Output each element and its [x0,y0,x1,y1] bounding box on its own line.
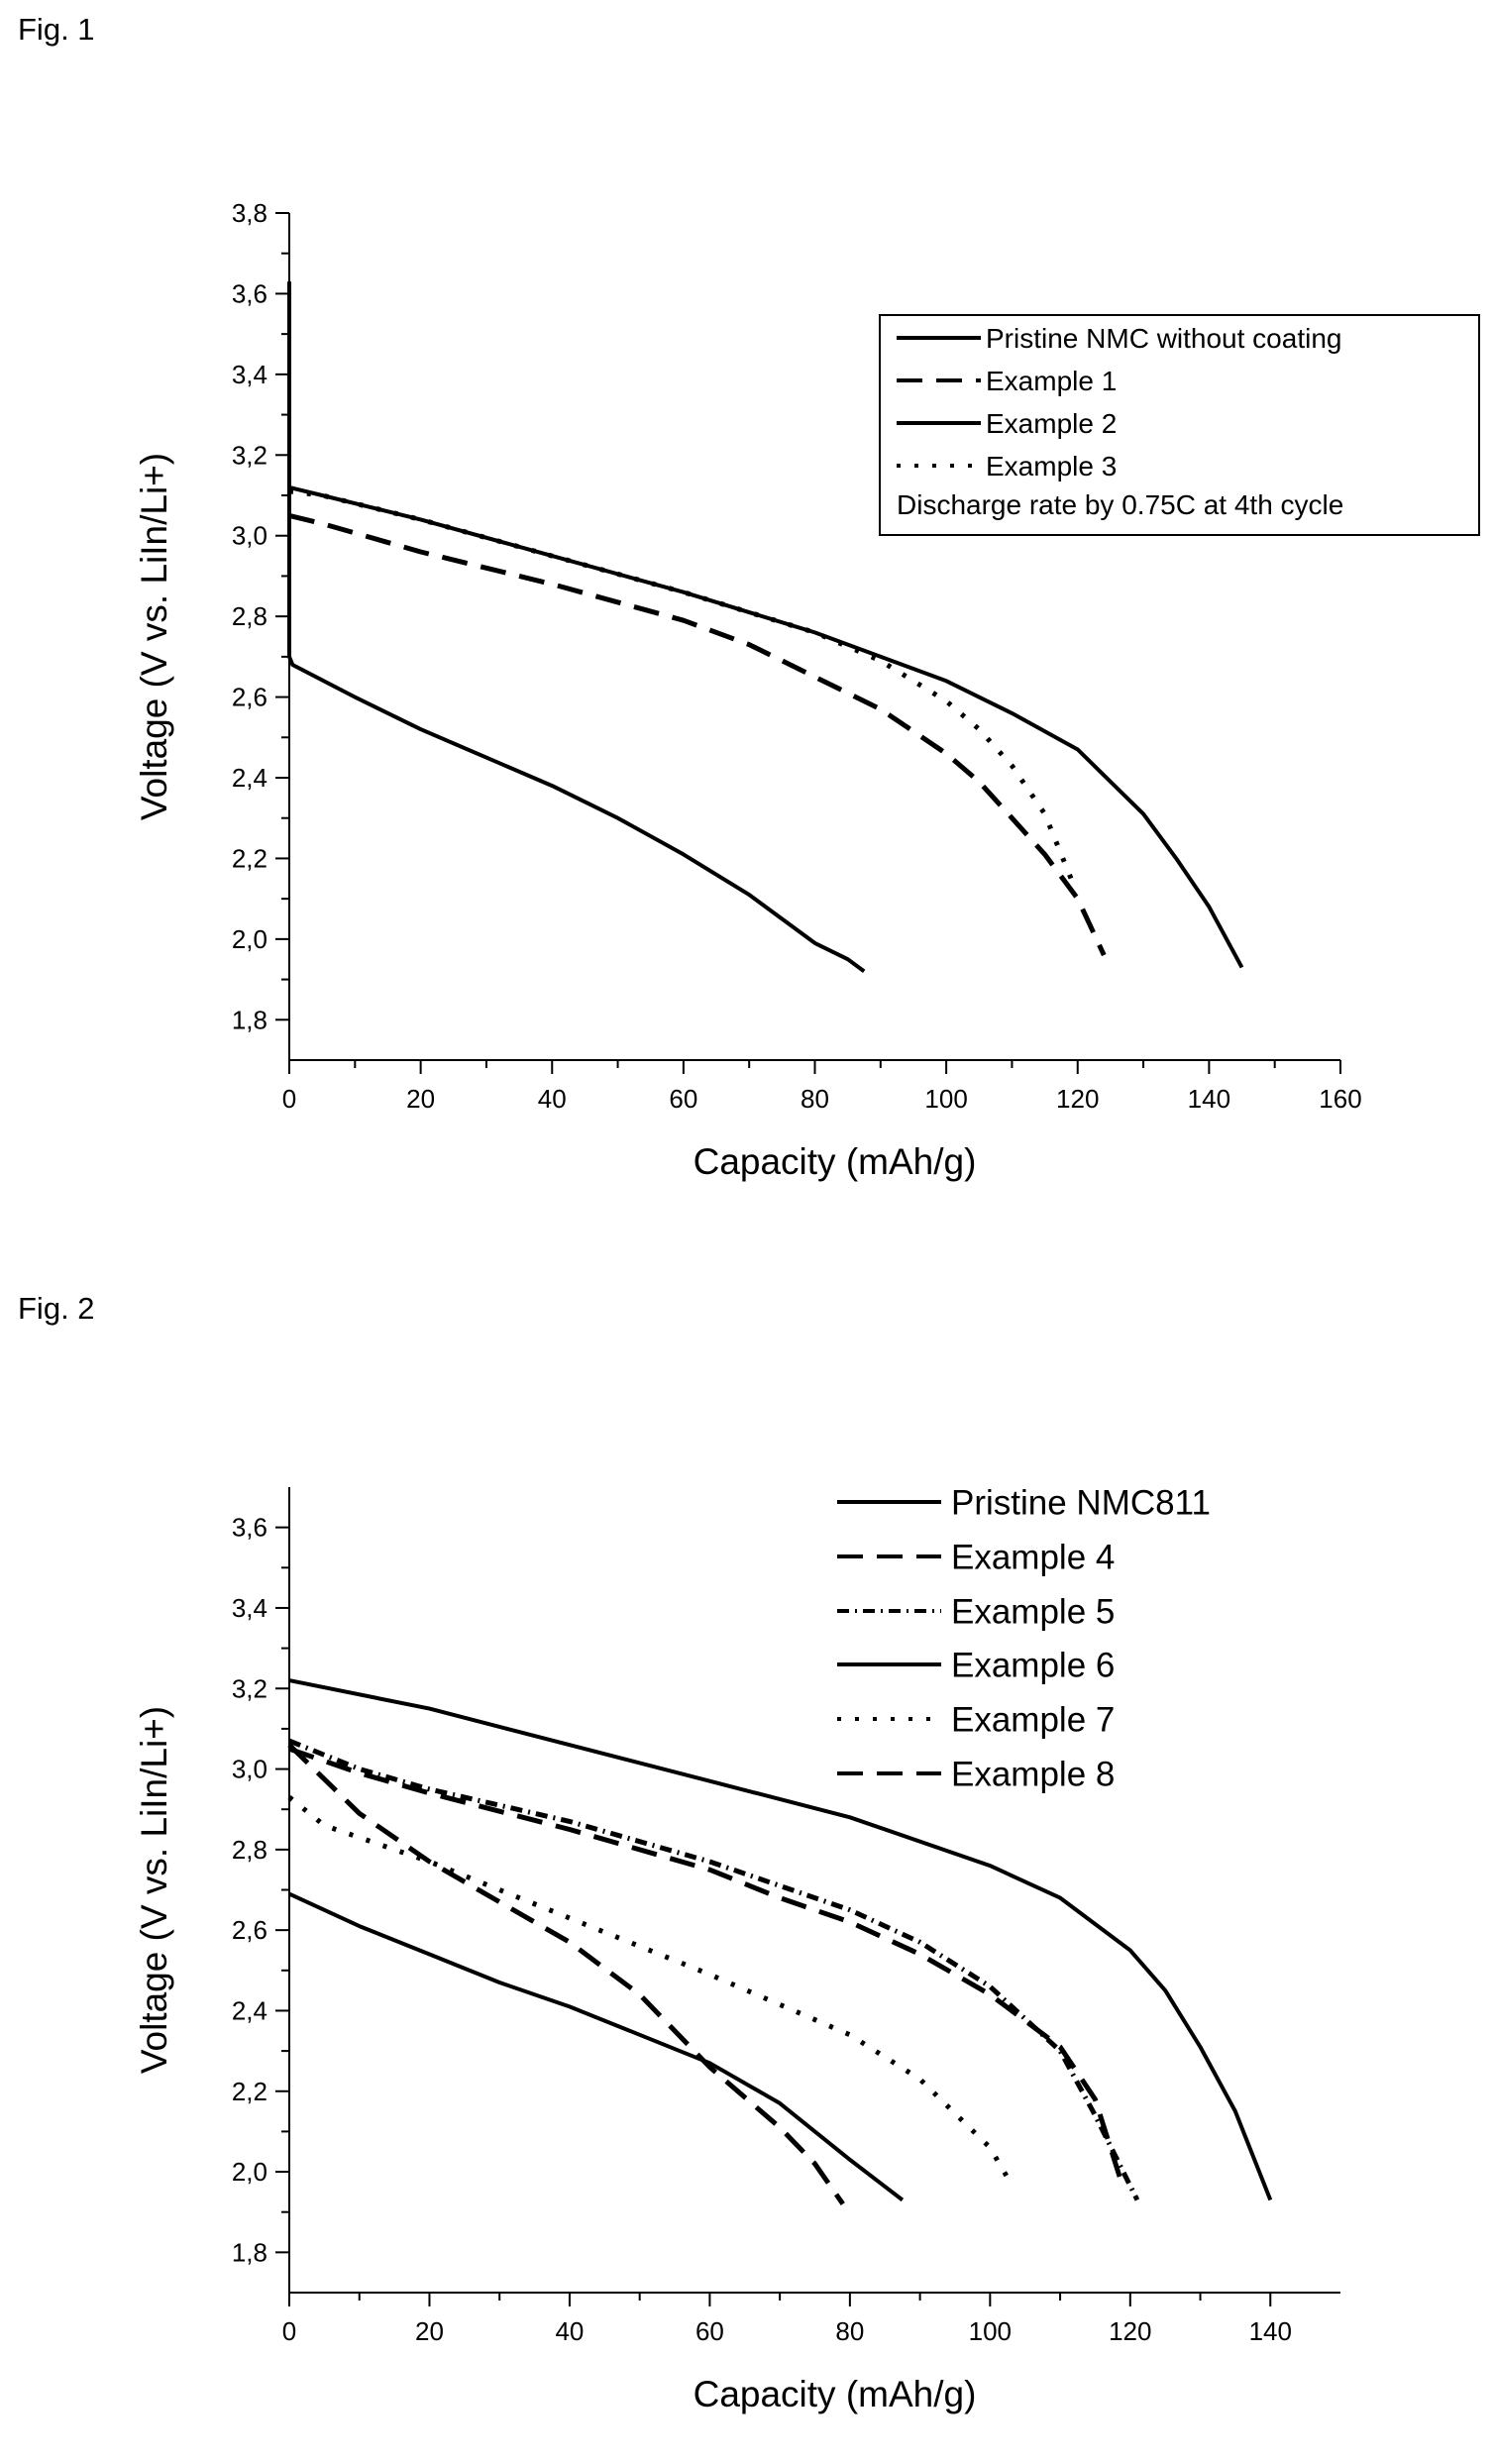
y-tick-label: 2,4 [232,1995,267,2025]
series-line-6 [287,1743,845,2206]
series-line-4 [288,1678,1273,2201]
y-tick-label: 2,8 [232,601,267,631]
legend-label-1: Pristine NMC without coating [986,323,1341,354]
y-tick-label: 2,2 [232,843,267,873]
x-tick-label: 20 [415,2316,444,2346]
y-tick-label: 3,4 [232,360,267,389]
series-line-2 [288,512,1107,957]
y-tick-label: 2,0 [232,924,267,954]
x-tick-label: 0 [282,1084,296,1114]
y-tick-label: 3,0 [232,1755,267,1784]
y-tick-label: 1,8 [232,1005,267,1034]
figure-1-label: Fig. 1 [18,12,95,47]
series-line-2 [288,1746,1126,2190]
x-tick-label: 60 [695,2316,724,2346]
legend-label-1: Pristine NMC811 [951,1483,1211,1522]
legend-label-4: Example 6 [951,1646,1115,1684]
x-tick-label: 160 [1319,1084,1361,1114]
x-tick-label: 100 [924,1084,967,1114]
y-axis-label: Voltage (V vs. LiIn/Li+) [134,453,174,820]
y-tick-label: 3,2 [232,440,267,470]
legend-label-2: Example 1 [986,366,1117,396]
x-tick-label: 140 [1249,2316,1292,2346]
legend-label-3: Example 5 [951,1592,1115,1631]
x-tick-label: 100 [969,2316,1012,2346]
y-tick-label: 3,8 [232,198,267,228]
y-tick-label: 2,2 [232,2077,267,2106]
y-tick-label: 3,6 [232,278,267,308]
y-tick-label: 2,6 [232,1915,267,1945]
series-line-1 [287,281,866,974]
x-axis-label: Capacity (mAh/g) [694,1141,977,1182]
x-tick-label: 80 [835,2316,864,2346]
y-tick-label: 3,2 [232,1673,267,1703]
y-tick-label: 2,8 [232,1835,267,1865]
legend-label-6: Example 8 [951,1755,1115,1793]
y-tick-label: 2,0 [232,2157,267,2187]
chart-fig-2: 0 20 40 60 80 100 120 140 1,8 2,0 2,2 2,4 2,6 2,8 3,0 3… [134,1483,1340,2414]
x-tick-label: 40 [555,2316,584,2346]
x-axis-label: Capacity (mAh/g) [694,2374,977,2414]
series-line-5 [287,1795,1014,2186]
chart-fig-1: 0 20 40 60 80 100 120 140 160 1,8 2,0 2,2 2,4 2,6 2,8 3… [134,198,1480,1182]
series-line-1 [288,1891,905,2202]
y-tick-label: 2,6 [232,683,267,712]
y-tick-label: 2,4 [232,763,267,793]
x-tick-label: 120 [1056,1084,1099,1114]
x-tick-label: 40 [538,1084,567,1114]
x-tick-label: 0 [282,2316,296,2346]
series-line-3 [288,484,1244,969]
x-tick-label: 60 [669,1084,697,1114]
y-tick-label: 3,4 [232,1593,267,1623]
y-tick-label: 3,6 [232,1513,267,1543]
legend-label-2: Example 4 [951,1538,1115,1576]
x-tick-label: 140 [1188,1084,1230,1114]
legend-label-5: Example 7 [951,1700,1115,1739]
y-axis-label: Voltage (V vs. LiIn/Li+) [134,1706,174,2074]
x-tick-label: 20 [406,1084,435,1114]
legend-note: Discharge rate by 0.75C at 4th cycle [897,489,1343,520]
y-tick-label: 1,8 [232,2237,267,2267]
legend-label-3: Example 2 [986,408,1117,439]
x-tick-label: 80 [801,1084,829,1114]
legend-label-4: Example 3 [986,451,1117,482]
y-tick-label: 3,0 [232,521,267,551]
series-line-3 [288,1738,1140,2201]
figure-2-label: Fig. 2 [18,1291,95,1326]
x-tick-label: 120 [1109,2316,1151,2346]
